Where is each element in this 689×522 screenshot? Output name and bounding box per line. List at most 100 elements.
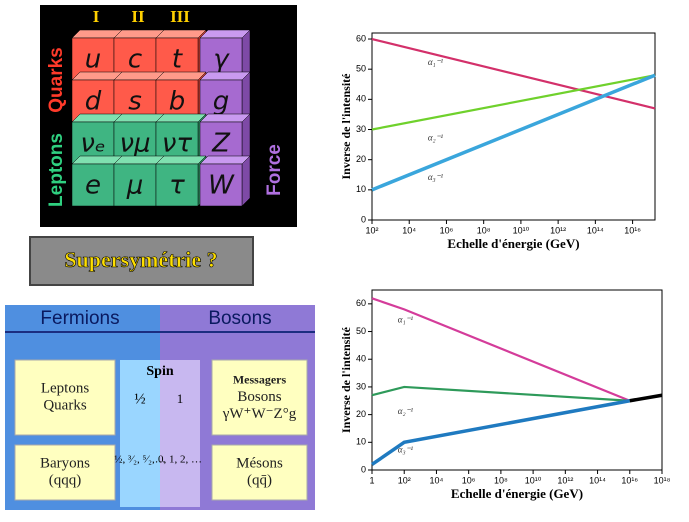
spin-fermion [120,360,160,507]
series-label: α₂⁻¹ [398,406,414,416]
x-tick-label: 10⁴ [402,225,416,235]
series-line [629,393,663,403]
text-box [14,359,116,436]
x-tick-label: 1 [369,475,374,485]
box-line: (qq̄) [247,472,272,488]
cell-top [155,29,207,39]
series-line [371,399,631,466]
cell-top [199,29,251,39]
y-tick-label: 10 [356,437,366,447]
x-tick-label: 10² [365,225,378,235]
x-tick-label: 10⁸ [477,225,491,235]
cell-top [155,113,207,123]
x-tick-label: 10⁶ [462,475,476,485]
header: Bosons [208,308,271,329]
header: Fermions [40,308,119,329]
series-label: α₃⁻¹ [428,172,444,182]
cell-top [113,71,165,81]
particle: ντ [162,129,193,159]
cell-top [113,113,165,123]
x-tick-label: 10⁴ [429,475,443,485]
box-line: Mésons [236,455,283,471]
box-line: Bosons [237,389,281,405]
series-line [371,74,656,131]
spin-value: 1 [177,391,184,406]
banner: Supersymétrie ? [64,247,217,272]
particle: t [172,45,183,75]
cell-top [155,155,207,165]
y-tick-label: 50 [356,326,366,336]
cell-top [113,29,165,39]
particle: s [128,87,142,117]
x-axis-label: Echelle d'énergie (GeV) [447,236,579,251]
cell-top [71,29,123,39]
group-label: Force [264,144,285,196]
particle: νₑ [80,129,105,159]
group-label: Quarks [46,47,67,112]
y-tick-label: 60 [356,298,366,308]
text-box [211,359,308,436]
particle: c [128,45,142,75]
spin-value: ½ [134,391,145,407]
text-box [211,444,308,501]
y-tick-label: 20 [356,409,366,419]
cell-top [199,113,251,123]
series-label: α₃⁻¹ [398,445,414,455]
cell-top [71,155,123,165]
y-tick-label: 40 [356,354,366,364]
y-tick-label: 10 [356,184,366,194]
generation: II [131,7,145,26]
x-tick-label: 10² [398,475,411,485]
y-tick-label: 60 [356,33,366,43]
banner-box [29,236,254,286]
y-axis-label: Inverse de l'intensité [339,326,353,433]
series-label: α₂⁻¹ [428,133,444,143]
y-tick-label: 40 [356,94,366,104]
x-tick-label: 10¹² [550,225,566,235]
plot-frame [371,289,663,471]
x-tick-label: 10¹⁴ [587,225,604,235]
x-tick-label: 10¹⁶ [624,225,641,235]
box-line: Messagers [233,372,287,386]
particle: τ [169,171,185,201]
particle: d [85,87,102,117]
particle: γ [213,45,230,75]
spin-boson [160,360,200,507]
cell-top [199,71,251,81]
group-label: Leptons [46,133,67,207]
box-line: Leptons [41,380,89,396]
cell-top [71,113,123,123]
series-line [371,297,631,402]
particle: u [85,45,101,75]
y-tick-label: 0 [361,214,366,224]
cell [155,163,199,207]
plot-frame [371,32,656,221]
y-tick-label: 20 [356,154,366,164]
cell-top [199,155,251,165]
cell [199,163,243,207]
series-line [371,385,630,402]
particle: b [169,87,186,117]
x-tick-label: 10⁸ [494,475,508,485]
spin-title: Spin [146,364,173,379]
y-tick-label: 0 [361,464,366,474]
box-line: γW⁺W⁻Z°g [222,406,297,422]
x-tick-label: 10¹⁴ [589,475,606,485]
text-box [14,444,116,501]
cell-top [71,71,123,81]
x-tick-label: 10¹⁰ [513,225,530,235]
y-tick-label: 30 [356,381,366,391]
particle: W [208,171,235,201]
particle: g [213,87,230,117]
y-tick-label: 30 [356,124,366,134]
particle: Z [211,129,231,159]
generation: I [93,7,100,26]
series-line [371,73,656,192]
y-tick-label: 50 [356,64,366,74]
x-tick-label: 10⁶ [440,225,454,235]
x-tick-label: 10¹⁶ [621,475,638,485]
cell-top [155,71,207,81]
box-line: Quarks [43,397,86,413]
